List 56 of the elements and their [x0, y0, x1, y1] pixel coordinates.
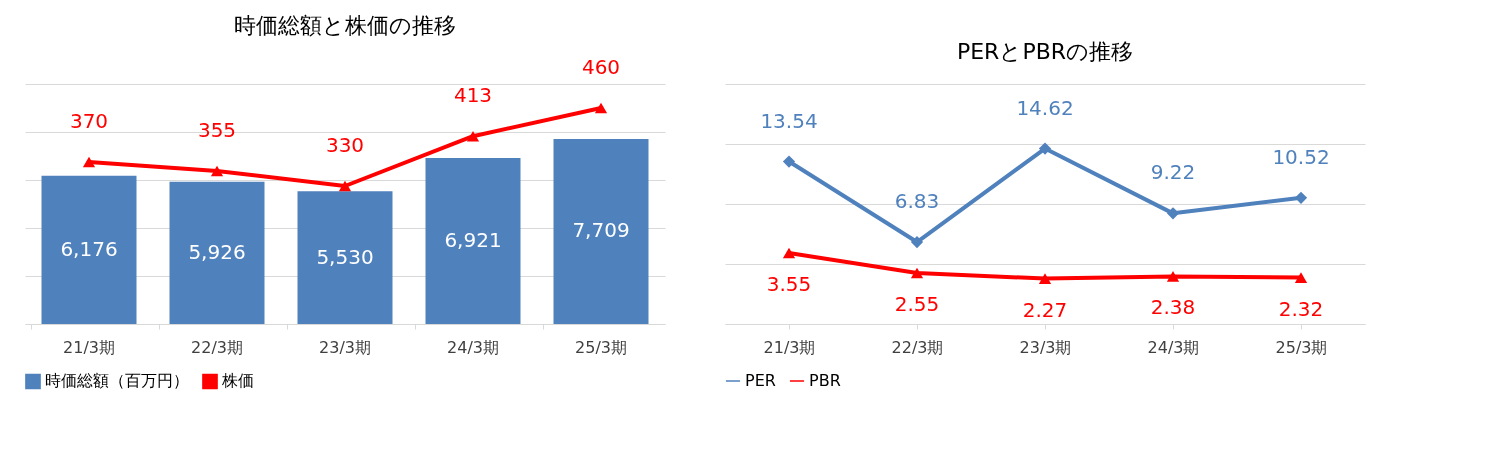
data-label: 5,530 [316, 244, 374, 269]
data-label: 2.38 [1150, 295, 1196, 320]
point [210, 165, 224, 177]
bar [41, 175, 137, 324]
bar [425, 157, 521, 324]
data-label: 2.32 [1278, 296, 1324, 321]
point [1038, 273, 1052, 284]
chart-title: 時価総額と株価の推移 [234, 13, 456, 38]
x-tick-label: 22/3期 [891, 337, 944, 357]
data-label: 2.27 [1022, 297, 1068, 322]
point [1294, 191, 1308, 204]
point [1166, 207, 1180, 220]
data-label: 413 [453, 83, 493, 108]
data-label: 7,709 [572, 218, 630, 243]
data-label: 6,921 [444, 227, 502, 252]
bar [169, 181, 265, 324]
data-label: 13.54 [760, 108, 818, 133]
legend-label: PBR [809, 371, 841, 390]
point [338, 180, 352, 192]
x-tick-label: 21/3期 [763, 337, 816, 357]
data-label: 6,176 [60, 236, 118, 261]
point [1166, 271, 1180, 282]
data-label: 10.52 [1272, 144, 1330, 169]
x-tick-label: 25/3期 [575, 337, 627, 357]
point [1038, 142, 1052, 155]
data-label: 6.83 [894, 189, 940, 214]
data-label: 355 [197, 118, 237, 142]
data-label: 330 [325, 133, 365, 157]
point [466, 130, 480, 142]
data-label: 14.62 [1016, 95, 1074, 120]
legend-label: 株価 [221, 371, 254, 391]
x-tick-label: 25/3期 [1275, 337, 1328, 357]
x-tick-label: 24/3期 [447, 337, 499, 357]
point [782, 155, 796, 168]
chart-title: PERとPBRの推移 [956, 39, 1134, 64]
legend-label: PER [745, 371, 776, 390]
data-label: 3.55 [766, 272, 812, 296]
x-tick-label: 22/3期 [191, 337, 243, 357]
point [910, 267, 924, 279]
x-tick-label: 23/3期 [319, 337, 371, 357]
bar [297, 191, 393, 324]
legend-label: 時価総額（百万円） [45, 371, 189, 391]
point [82, 156, 96, 168]
data-label: 2.55 [894, 292, 940, 316]
point [594, 102, 608, 114]
x-tick-label: 24/3期 [1147, 337, 1200, 357]
x-tick-label: 23/3期 [1019, 337, 1072, 357]
bar [553, 138, 649, 324]
point [1294, 272, 1308, 283]
point [782, 247, 796, 259]
data-label: 460 [581, 55, 621, 79]
data-label: 5,926 [188, 239, 246, 264]
data-label: 9.22 [1150, 160, 1196, 185]
point [910, 235, 924, 249]
x-tick-label: 21/3期 [63, 337, 115, 357]
data-label: 370 [69, 109, 109, 133]
